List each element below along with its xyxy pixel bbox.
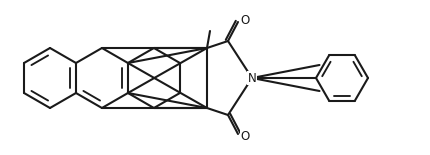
Text: O: O <box>240 129 249 142</box>
Text: O: O <box>240 13 249 27</box>
Text: N: N <box>247 71 256 84</box>
